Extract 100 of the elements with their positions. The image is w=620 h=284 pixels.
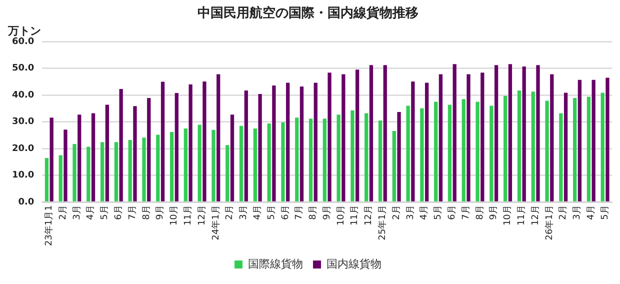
x-tick-label: 3月 — [72, 205, 82, 220]
bar — [578, 80, 582, 202]
bar — [336, 114, 340, 202]
bar — [369, 65, 374, 202]
bar — [494, 65, 498, 202]
bar — [586, 96, 591, 202]
x-tick-label: 4月 — [86, 205, 96, 220]
bar — [50, 118, 54, 202]
bar — [322, 118, 326, 202]
x-tick-label: 9月 — [156, 205, 166, 220]
bar — [600, 92, 604, 202]
bar — [272, 85, 276, 202]
x-tick-label: 12月 — [197, 205, 208, 226]
bar — [212, 130, 216, 202]
x-tick-label: 11月 — [350, 205, 360, 226]
bar — [202, 81, 206, 202]
bar — [536, 65, 540, 202]
x-tick-label: 2月 — [58, 205, 68, 220]
bar — [58, 155, 62, 202]
bar — [216, 74, 220, 202]
bar — [198, 124, 202, 202]
x-tick-label: 7月 — [294, 205, 305, 220]
x-tick-label: 5月 — [100, 205, 110, 220]
x-tick-label: 4月 — [420, 205, 430, 220]
x-tick-label: 9月 — [322, 205, 332, 220]
bar — [406, 106, 410, 202]
y-tick-label: 0.0 — [18, 197, 34, 208]
bar — [91, 113, 96, 202]
bar — [230, 114, 234, 202]
bar — [573, 98, 577, 202]
x-tick-label: 11月 — [183, 205, 194, 226]
x-tick-label: 2月 — [392, 205, 402, 220]
bar — [476, 102, 480, 202]
legend-label: 国内線貨物 — [326, 257, 382, 270]
y-tick-label: 20.0 — [12, 144, 34, 154]
x-tick-label: 8月 — [142, 205, 152, 220]
bar — [392, 130, 396, 202]
bar — [564, 92, 568, 202]
bar — [133, 106, 137, 202]
bar — [184, 128, 188, 202]
x-tick-label: 7月 — [461, 205, 472, 220]
bar — [239, 126, 244, 202]
bar — [559, 113, 563, 202]
bar — [606, 78, 610, 202]
x-tick-label: 8月 — [475, 205, 486, 220]
y-tick-label: 30.0 — [12, 117, 34, 128]
y-tick-label: 50.0 — [12, 64, 34, 74]
y-axis-title: 万トン — [7, 24, 41, 38]
bar — [78, 114, 82, 202]
bar — [142, 138, 146, 202]
bar — [420, 108, 424, 202]
x-tick-label: 26年1月 — [544, 205, 555, 240]
x-tick-label: 23年1月1 — [44, 205, 54, 246]
bar — [531, 92, 535, 202]
x-tick-label: 4月 — [586, 205, 596, 220]
x-tick-label: 12月 — [364, 205, 374, 226]
bar — [364, 113, 368, 202]
x-tick-label: 3月 — [239, 205, 250, 220]
bar — [119, 88, 123, 202]
bar — [452, 64, 456, 202]
bar — [100, 142, 104, 202]
bar — [170, 132, 174, 202]
bar — [253, 128, 258, 202]
bar — [105, 104, 109, 202]
x-tick-label: 24年1月 — [210, 205, 222, 240]
x-tick-label: 5月 — [266, 205, 277, 220]
bar — [258, 94, 262, 202]
x-tick-label: 9月 — [489, 205, 500, 220]
bar — [86, 146, 90, 202]
bar — [545, 100, 549, 202]
bar — [522, 66, 526, 202]
bar — [550, 74, 554, 202]
bar — [462, 99, 466, 202]
bar — [128, 140, 132, 202]
bar — [480, 72, 484, 202]
x-tick-label: 6月 — [448, 205, 458, 220]
x-tick-label: 10月 — [503, 205, 514, 226]
x-tick-label: 6月 — [114, 205, 124, 220]
x-tick-label: 7月 — [128, 205, 138, 220]
bar — [517, 90, 522, 202]
bar — [156, 134, 160, 202]
bar — [466, 74, 470, 202]
bar — [383, 65, 387, 202]
x-tick-label: 2月 — [225, 205, 236, 220]
y-tick-label: 10.0 — [12, 170, 34, 181]
bar — [328, 72, 332, 202]
x-tick-label: 3月 — [572, 205, 583, 220]
bar — [226, 145, 230, 202]
x-tick-label: 11月 — [517, 205, 528, 226]
bar — [592, 80, 596, 202]
bar — [64, 130, 68, 202]
bar — [114, 142, 118, 202]
bar — [295, 118, 299, 202]
bar — [314, 82, 318, 202]
bar — [424, 82, 429, 202]
x-tick-label: 10月 — [336, 205, 346, 226]
bar — [378, 120, 382, 202]
bar — [434, 102, 438, 202]
chart-title: 中国民用航空の国際・国内線貨物推移 — [198, 5, 418, 22]
bar — [508, 64, 512, 202]
